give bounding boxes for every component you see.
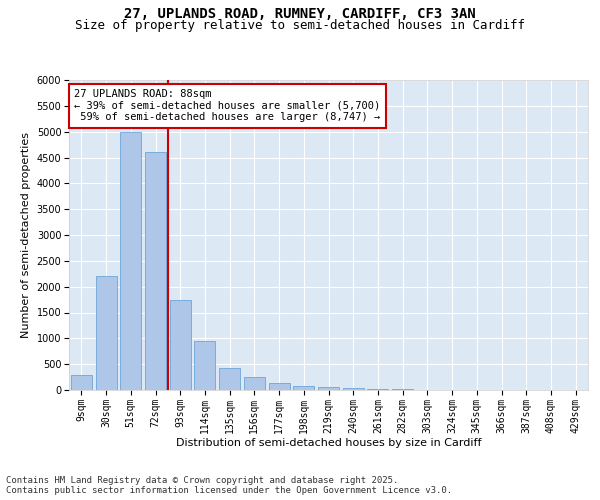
Bar [293,386,314,390]
Bar [145,152,166,390]
Bar [71,374,92,390]
Bar [343,388,364,390]
Bar [367,389,388,390]
Text: Size of property relative to semi-detached houses in Cardiff: Size of property relative to semi-detach… [75,18,525,32]
Bar [318,388,339,390]
Bar [170,300,191,390]
Bar [244,377,265,390]
Text: 27, UPLANDS ROAD, RUMNEY, CARDIFF, CF3 3AN: 27, UPLANDS ROAD, RUMNEY, CARDIFF, CF3 3… [124,8,476,22]
Text: Contains HM Land Registry data © Crown copyright and database right 2025.
Contai: Contains HM Land Registry data © Crown c… [6,476,452,495]
Y-axis label: Number of semi-detached properties: Number of semi-detached properties [21,132,31,338]
Bar [120,132,141,390]
Text: 27 UPLANDS ROAD: 88sqm
← 39% of semi-detached houses are smaller (5,700)
 59% of: 27 UPLANDS ROAD: 88sqm ← 39% of semi-det… [74,90,380,122]
Bar [95,276,116,390]
Bar [194,341,215,390]
Bar [269,384,290,390]
Bar [219,368,240,390]
X-axis label: Distribution of semi-detached houses by size in Cardiff: Distribution of semi-detached houses by … [176,438,481,448]
